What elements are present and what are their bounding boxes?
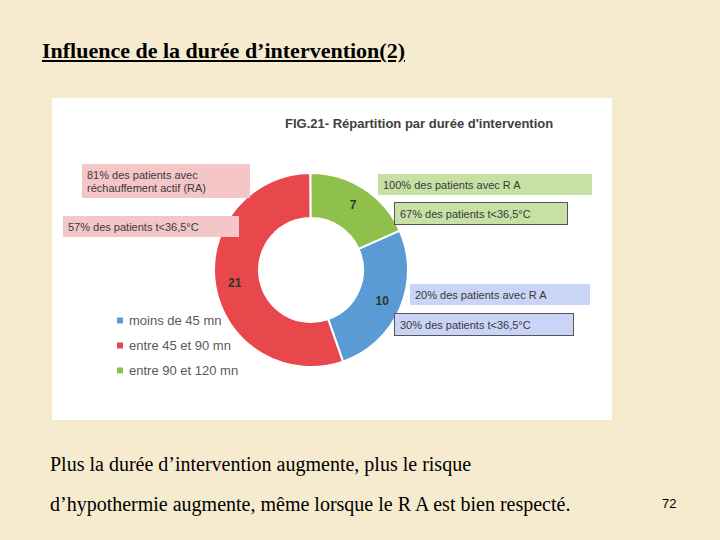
svg-text:100% des patients avec R A: 100% des patients avec R A [383, 179, 521, 191]
svg-text:81% des patients avec: 81% des patients avec [87, 169, 201, 181]
svg-text:FIG.21- Répartition par durée: FIG.21- Répartition par durée d'interven… [285, 116, 553, 131]
svg-text:moins de 45 mn: moins de 45 mn [129, 313, 222, 328]
html-text:d’hypothermie augmente, même l: d’hypothermie augmente, même lorsque le … [50, 493, 571, 515]
svg-text:réchauffement actif (RA): réchauffement actif (RA) [87, 182, 206, 194]
html-text:Plus la durée d’intervention a: Plus la durée d’intervention augmente, p… [50, 453, 471, 475]
svg-text:30% des patients t<36,5°C: 30% des patients t<36,5°C [400, 319, 531, 331]
svg-text:7: 7 [350, 198, 357, 212]
svg-text:entre 90 et 120 mn: entre 90 et 120 mn [129, 363, 238, 378]
html-text:72: 72 [662, 496, 677, 511]
svg-text:67% des patients t<36,5°C: 67% des patients t<36,5°C [400, 208, 531, 220]
svg-text:20% des patients avec R A: 20% des patients avec R A [415, 289, 547, 301]
svg-text:21: 21 [228, 276, 242, 290]
svg-text:57% des patients t<36,5°C: 57% des patients t<36,5°C [68, 221, 199, 233]
svg-text:entre 45 et 90 mn: entre 45 et 90 mn [129, 338, 231, 353]
html-text:Influence de la durée d’interv: Influence de la durée d’intervention(2) [42, 38, 405, 63]
svg-text:10: 10 [375, 294, 389, 308]
